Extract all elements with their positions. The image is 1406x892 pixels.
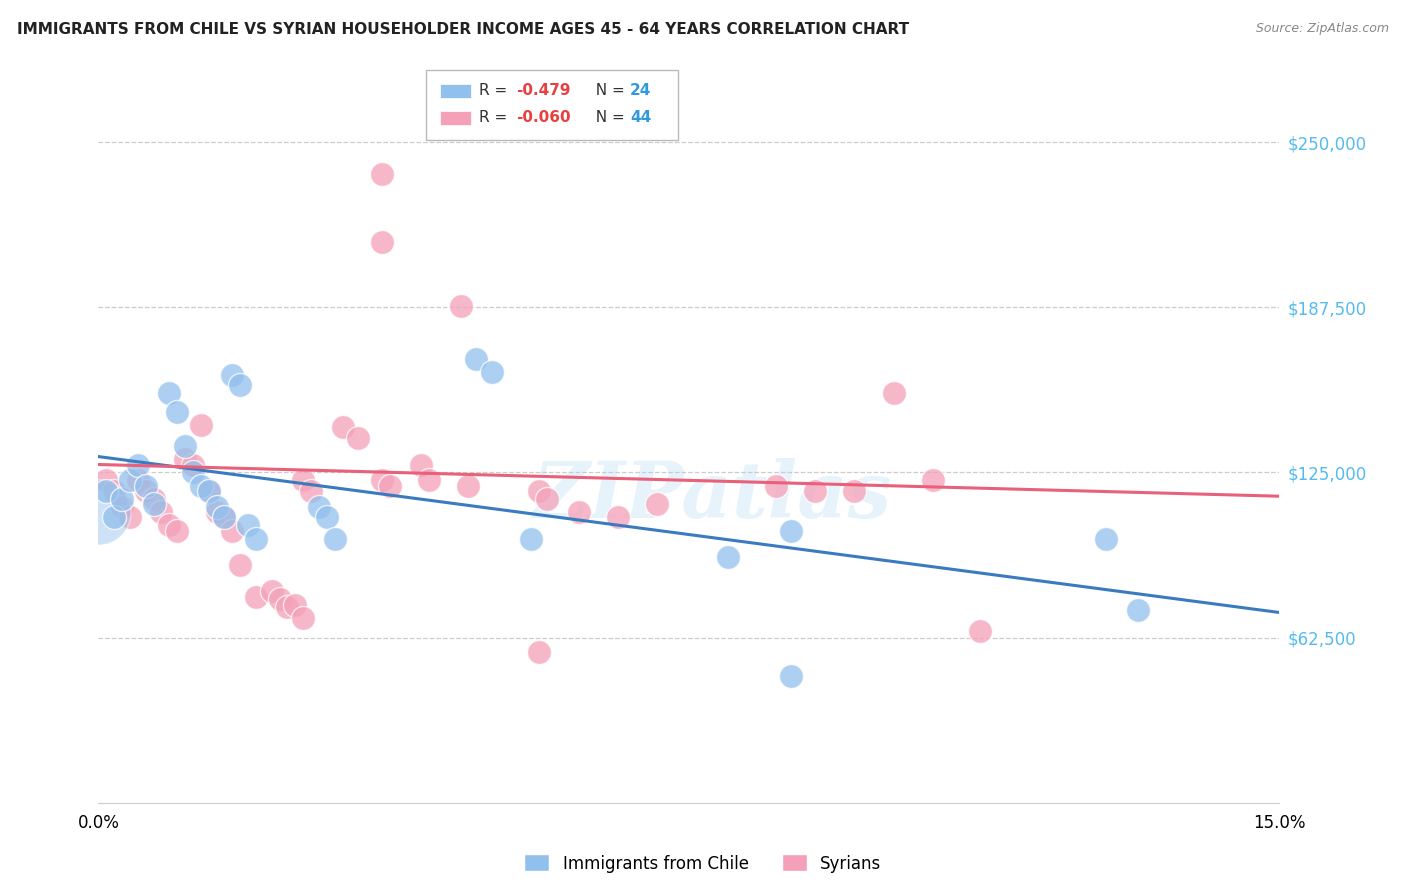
Point (166, 404, 188, 418)
Point (780, 524, 803, 538)
Point (229, 558, 252, 572)
Point (111, 500, 134, 514)
Text: R =: R = (479, 111, 513, 125)
Point (221, 368, 243, 382)
Point (205, 505, 228, 519)
Point (969, 624, 991, 638)
Point (197, 483, 219, 498)
Point (245, 590, 267, 604)
Text: N =: N = (586, 111, 630, 125)
Point (647, 497, 669, 511)
Point (135, 478, 157, 492)
Point (536, 491, 558, 506)
Point (174, 452, 197, 467)
Point (276, 600, 298, 615)
Point (804, 483, 827, 498)
Point (135, 483, 157, 498)
Point (118, 510, 141, 524)
Point (236, 518, 259, 533)
Point (371, 474, 394, 488)
Point (1126, 603, 1149, 617)
Point (190, 478, 212, 492)
Point (371, 235, 394, 250)
Point (214, 510, 236, 524)
Point (150, 505, 173, 519)
Text: R =: R = (479, 84, 513, 98)
Point (157, 386, 180, 401)
Point (181, 466, 204, 480)
Point (190, 417, 212, 432)
Point (308, 500, 330, 514)
Point (103, 510, 125, 524)
Point (529, 483, 551, 498)
Point (418, 474, 440, 488)
Point (411, 458, 433, 472)
Point (111, 491, 134, 506)
Point (780, 669, 803, 683)
Point (371, 167, 394, 181)
Legend: Immigrants from Chile, Syrians: Immigrants from Chile, Syrians (517, 847, 889, 880)
Point (260, 584, 283, 599)
Point (205, 500, 228, 514)
Point (197, 483, 219, 498)
Point (520, 532, 543, 546)
Point (127, 458, 149, 472)
Point (157, 518, 180, 533)
Point (96, 483, 118, 498)
Point (269, 592, 291, 607)
Point (481, 365, 503, 379)
Point (221, 524, 243, 538)
Text: IMMIGRANTS FROM CHILE VS SYRIAN HOUSEHOLDER INCOME AGES 45 - 64 YEARS CORRELATIO: IMMIGRANTS FROM CHILE VS SYRIAN HOUSEHOL… (17, 22, 910, 37)
Text: ZIPatlas: ZIPatlas (533, 458, 893, 534)
Point (922, 474, 945, 488)
Point (465, 351, 488, 366)
Point (214, 510, 236, 524)
Point (457, 478, 479, 492)
Text: N =: N = (586, 84, 630, 98)
Text: 44: 44 (630, 111, 651, 125)
Point (142, 491, 165, 506)
Text: -0.060: -0.060 (516, 111, 571, 125)
Point (378, 478, 401, 492)
Point (118, 474, 141, 488)
Point (127, 474, 149, 488)
Point (292, 611, 315, 625)
Point (96, 474, 118, 488)
Point (1095, 532, 1118, 546)
Point (765, 478, 787, 492)
Point (717, 549, 740, 564)
Point (883, 386, 905, 401)
Point (607, 510, 630, 524)
Text: 24: 24 (630, 84, 651, 98)
Point (284, 598, 307, 612)
Point (87, 505, 110, 519)
Point (315, 510, 337, 524)
Point (844, 483, 866, 498)
Point (103, 483, 125, 498)
Point (568, 505, 591, 519)
Point (142, 497, 165, 511)
Point (332, 420, 354, 434)
Point (181, 458, 204, 472)
Point (323, 532, 346, 546)
Point (450, 299, 472, 313)
Point (529, 645, 551, 659)
Point (299, 483, 322, 498)
Point (166, 524, 188, 538)
Point (229, 378, 252, 392)
Text: -0.479: -0.479 (516, 84, 571, 98)
Point (292, 474, 315, 488)
Point (347, 431, 370, 445)
Text: Source: ZipAtlas.com: Source: ZipAtlas.com (1256, 22, 1389, 36)
Point (174, 439, 197, 453)
Point (245, 532, 267, 546)
